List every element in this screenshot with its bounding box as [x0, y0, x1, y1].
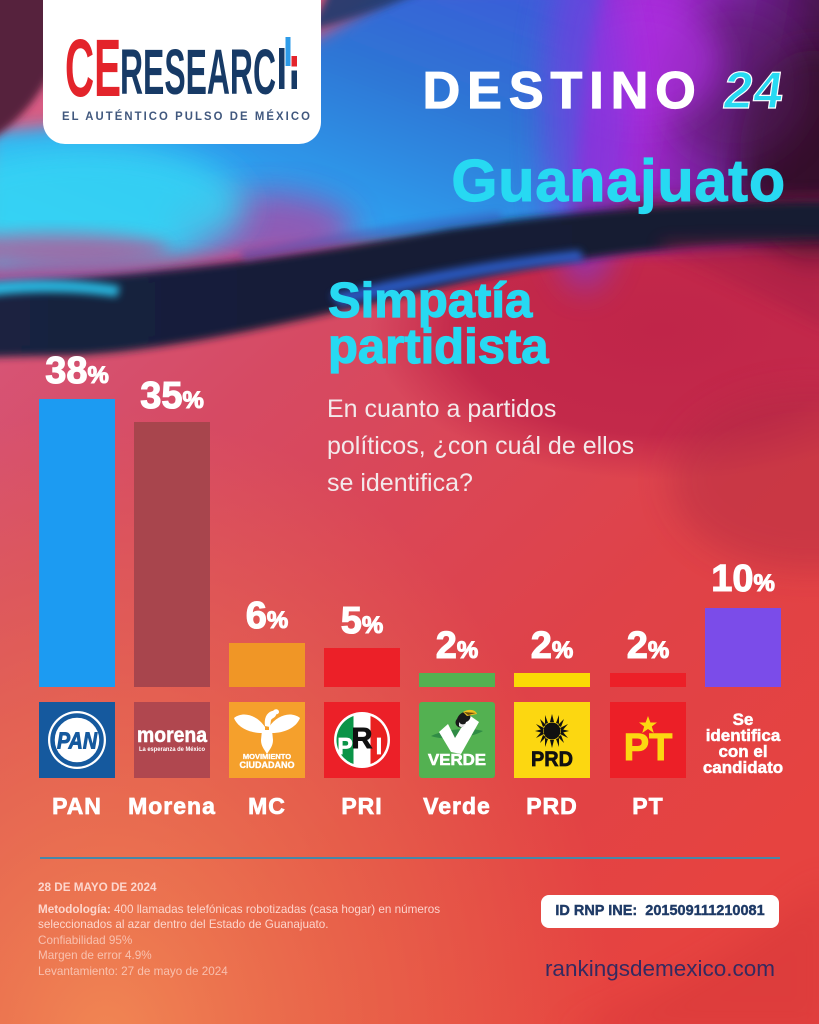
svg-text:CE: CE: [65, 23, 121, 114]
svg-text:PRD: PRD: [531, 748, 573, 771]
svg-text:I: I: [376, 733, 382, 759]
svg-text:morena: morena: [137, 724, 207, 747]
svg-text:PAN: PAN: [57, 728, 97, 754]
svg-text:P: P: [337, 733, 352, 759]
svg-text:La esperanza de México: La esperanza de México: [139, 746, 205, 753]
svg-text:PT: PT: [624, 727, 673, 769]
svg-text:VERDE: VERDE: [428, 752, 486, 769]
svg-text:MOVIMIENTO: MOVIMIENTO: [243, 752, 291, 761]
svg-text:CIUDADANO: CIUDADANO: [240, 760, 295, 770]
svg-text:RESEARC: RESEARC: [120, 36, 276, 108]
svg-text:R: R: [352, 723, 373, 755]
svg-text:EL AUTÉNTICO PULSO DE MÉXICO: EL AUTÉNTICO PULSO DE MÉXICO: [62, 108, 312, 123]
